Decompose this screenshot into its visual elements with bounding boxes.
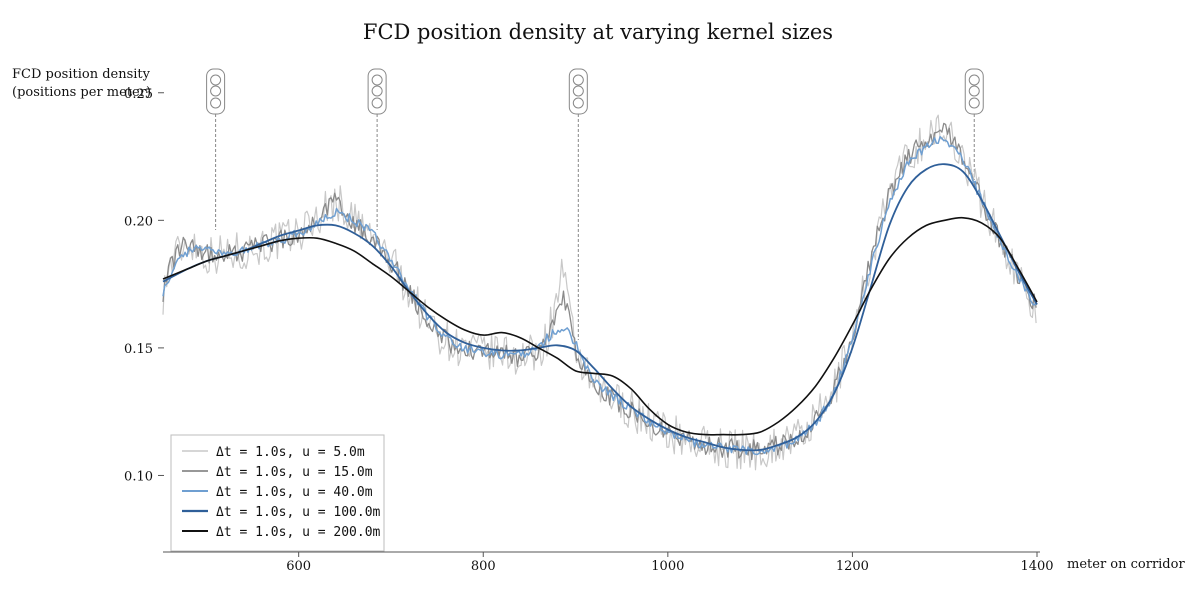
traffic-light-icon xyxy=(367,68,387,115)
series-lines xyxy=(162,114,1038,471)
y-axis-label-line1: FCD position density xyxy=(12,67,151,82)
legend: Δt = 1.0s, u = 5.0m Δt = 1.0s, u = 15.0m Δ… xyxy=(170,434,385,552)
legend-label: Δt = 1.0s, u = 200.0m xyxy=(216,525,381,540)
series-line-5 xyxy=(162,216,1038,436)
legend-label: Δt = 1.0s, u = 100.0m xyxy=(216,505,381,520)
series-line-2 xyxy=(162,122,1037,461)
traffic-light-icon xyxy=(964,68,984,115)
x-ticks: 600 800 1000 1200 1400 xyxy=(286,552,1054,574)
x-tick-label: 800 xyxy=(471,559,496,574)
y-tick-label: 0.10 xyxy=(124,469,153,484)
y-tick-label: 0.25 xyxy=(124,87,153,102)
y-tick-label: 0.15 xyxy=(124,342,153,357)
y-ticks: 0.10 0.15 0.20 0.25 xyxy=(124,87,164,484)
series-line-4 xyxy=(162,163,1038,452)
series-line-3 xyxy=(162,135,1037,456)
x-tick-label: 600 xyxy=(286,559,311,574)
legend-label: Δt = 1.0s, u = 5.0m xyxy=(216,445,365,460)
x-tick-label: 1400 xyxy=(1020,559,1053,574)
legend-label: Δt = 1.0s, u = 40.0m xyxy=(216,485,373,500)
y-tick-label: 0.20 xyxy=(124,214,153,229)
traffic-light-icon xyxy=(206,68,226,115)
traffic-light-icon xyxy=(568,68,588,115)
traffic-signals xyxy=(206,68,984,340)
x-axis-label: meter on corridor xyxy=(1067,557,1185,572)
x-tick-label: 1000 xyxy=(651,559,684,574)
y-axis-label-line2: (positions per meter) xyxy=(12,85,151,100)
legend-label: Δt = 1.0s, u = 15.0m xyxy=(216,465,373,480)
x-tick-label: 1200 xyxy=(836,559,869,574)
chart-title: FCD position density at varying kernel s… xyxy=(363,20,833,44)
